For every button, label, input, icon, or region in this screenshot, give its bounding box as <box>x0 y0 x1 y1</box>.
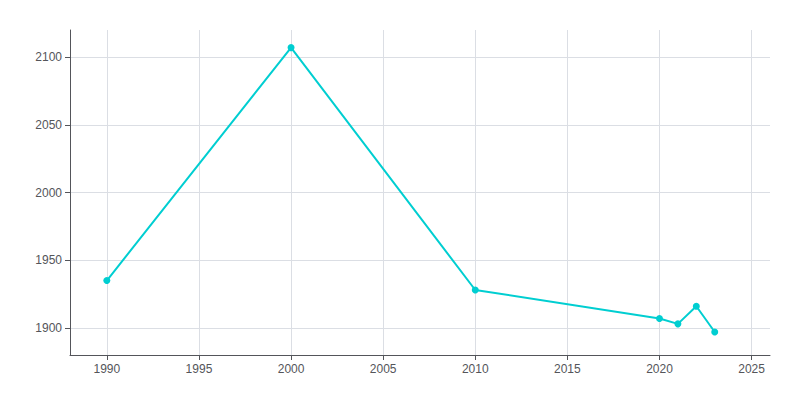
svg-text:2025: 2025 <box>738 362 765 376</box>
svg-text:1990: 1990 <box>93 362 120 376</box>
svg-text:1900: 1900 <box>35 321 62 335</box>
svg-text:2015: 2015 <box>554 362 581 376</box>
svg-text:2020: 2020 <box>646 362 673 376</box>
svg-text:2000: 2000 <box>35 186 62 200</box>
svg-text:1995: 1995 <box>186 362 213 376</box>
svg-text:2000: 2000 <box>278 362 305 376</box>
svg-text:2010: 2010 <box>462 362 489 376</box>
svg-text:2100: 2100 <box>35 50 62 64</box>
svg-text:1950: 1950 <box>35 253 62 267</box>
svg-text:2050: 2050 <box>35 118 62 132</box>
svg-text:2005: 2005 <box>370 362 397 376</box>
